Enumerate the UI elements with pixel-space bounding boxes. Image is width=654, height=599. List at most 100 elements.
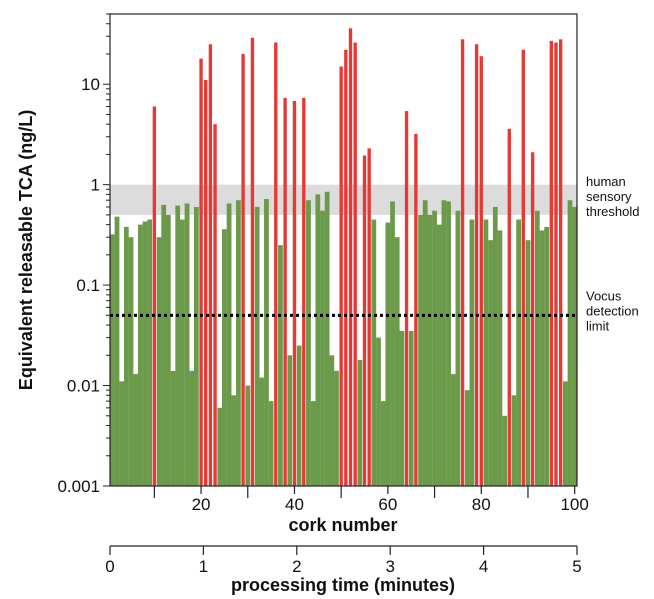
bar-cork-99 [567,200,573,486]
bar-cork-17 [184,203,190,486]
bar-cork-69 [427,214,433,486]
bar-cork-34 [264,198,269,487]
bar-cork-97 [558,39,563,486]
bar-cork-76 [460,39,465,486]
bar-cork-1 [109,234,115,486]
bar-cork-64 [404,111,409,486]
bar-cork-58 [376,337,381,486]
bar-cork-8 [142,221,148,486]
bar-cork-68 [422,200,428,486]
bar-cork-42 [302,97,306,486]
bar-cork-47 [324,191,330,486]
bar-cork-11 [156,237,162,486]
bar-cork-66 [414,133,418,487]
bar-cork-10 [152,106,157,487]
bar-cork-56 [367,148,371,486]
bar-cork-84 [497,230,503,486]
time-tick-label: 1 [199,557,208,576]
y-tick-label: 1 [91,176,100,195]
bar-cork-3 [119,381,125,486]
bar-cork-77 [464,390,470,486]
bar-cork-9 [147,219,153,487]
y-tick-label: 0.1 [76,276,100,295]
detection-label-line: detection [586,303,639,318]
bar-cork-55 [362,155,367,486]
bar-cork-21 [204,80,208,487]
threshold-label-line: threshold [586,204,639,219]
bar-cork-32 [254,206,260,486]
bar-cork-57 [371,219,377,487]
bar-cork-7 [137,224,143,486]
bar-cork-52 [348,28,353,487]
bar-cork-81 [483,219,489,487]
bar-cork-98 [562,381,568,486]
bar-cork-59 [380,401,386,486]
x-tick-label: 20 [192,495,211,514]
x-tick-label: 80 [472,495,491,514]
bar-cork-27 [231,395,237,486]
time-tick-label: 2 [292,557,301,576]
detection-label-line: limit [586,318,609,333]
bar-cork-43 [306,200,311,486]
time-tick-label: 5 [572,557,581,576]
bar-cork-92 [534,210,540,487]
bar-cork-33 [259,377,265,486]
bar-cork-16 [180,219,185,487]
bar-cork-45 [315,194,321,486]
bar-cork-15 [175,205,181,486]
bar-cork-73 [446,201,451,487]
bar-cork-96 [554,42,558,486]
bar-cork-44 [310,401,316,486]
bar-cork-20 [199,58,203,486]
bar-cork-12 [161,204,167,486]
bar-cork-40 [292,101,297,486]
bar-cork-22 [208,44,213,487]
x-tick-label: 100 [560,495,588,514]
bar-cork-35 [268,401,274,486]
bar-cork-65 [408,330,414,486]
bar-cork-28 [236,200,241,486]
bar-cork-31 [250,37,255,486]
y-tick-label: 10 [81,75,100,94]
bar-cork-67 [418,214,423,486]
bar-cork-93 [539,230,545,486]
y-axis-title: Equivalent releasable TCA (ng/L) [16,110,36,390]
bar-cork-74 [450,374,456,486]
bar-cork-23 [213,124,217,487]
bar-cork-54 [357,359,363,486]
threshold-label-line: sensory [586,189,632,204]
bar-cork-48 [329,355,335,486]
bar-cork-39 [287,355,293,486]
bar-cork-95 [549,40,553,486]
detection-label-line: Vocus [586,288,622,303]
bar-cork-100 [572,206,578,486]
bar-cork-53 [353,42,357,486]
bar-cork-50 [339,66,343,487]
bar-cork-63 [399,330,405,486]
bar-cork-61 [390,201,395,487]
bar-cork-60 [385,222,391,486]
bar-cork-2 [114,216,120,486]
bar-cork-38 [283,97,287,486]
plot-frame [109,13,578,487]
bar-cork-89 [521,49,525,487]
bar-cork-79 [474,44,479,487]
bar-cork-87 [511,395,517,486]
bar-cork-71 [436,224,442,486]
bar-cork-30 [245,385,251,486]
bar-cork-83 [492,206,498,486]
bar-cork-13 [165,214,171,486]
bar-cork-29 [241,53,245,486]
bar-cork-78 [469,219,475,487]
time-axis-ticks: 0 1 2 3 4 5 [105,546,582,576]
y-tick-label: 0.001 [57,477,100,496]
bar-cork-85 [502,415,507,486]
bars-group [109,28,578,487]
x-axis-ticks: 20 40 60 80 100 [153,486,589,514]
bar-cork-62 [394,237,400,486]
time-tick-label: 0 [105,557,114,576]
bar-cork-82 [488,240,493,486]
